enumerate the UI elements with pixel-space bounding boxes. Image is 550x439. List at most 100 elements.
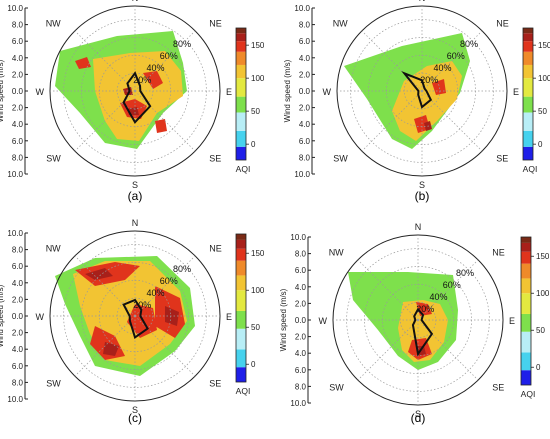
wind-speed-tick-label: 0.0 xyxy=(295,316,307,325)
wind-speed-tick-label: 0.0 xyxy=(12,312,24,321)
wind-speed-axis-title: Wind speed (m/s) xyxy=(0,59,5,122)
colorbar-tick-label: 0 xyxy=(251,140,256,149)
direction-label-n: N xyxy=(132,218,139,228)
direction-label-e: E xyxy=(509,316,515,326)
colorbar-band xyxy=(521,251,531,264)
wind-speed-tick-label: 0.0 xyxy=(299,87,311,96)
colorbar-frame xyxy=(522,27,534,161)
wind-speed-axis-title: Wind speed (m/s) xyxy=(283,59,292,122)
wind-speed-tick-label: 8.0 xyxy=(295,382,307,391)
direction-label-e: E xyxy=(226,312,232,322)
colorbar-band xyxy=(236,41,246,52)
wind-speed-tick-label: 6.0 xyxy=(295,266,307,275)
wind-speed-tick-label: 8.0 xyxy=(12,153,24,162)
wind-speed-tick-label: 4.0 xyxy=(12,54,24,63)
colorbar-tick-label: 150 xyxy=(536,252,550,261)
direction-label-w: W xyxy=(36,87,45,97)
direction-label-sw: SW xyxy=(46,378,61,388)
colorbar-band xyxy=(521,331,531,353)
colorbar-tick-label: 150 xyxy=(251,41,265,50)
colorbar-tick-label: 100 xyxy=(538,74,550,83)
colorbar-tick-label: 100 xyxy=(536,289,550,298)
wind-frequency-rose xyxy=(122,298,149,340)
frequency-ring-label: 40% xyxy=(429,292,447,302)
direction-label-se: SE xyxy=(209,378,221,388)
direction-label-e: E xyxy=(513,87,519,97)
direction-label-s: S xyxy=(415,409,421,419)
direction-label-ne: NE xyxy=(496,19,509,29)
wind-speed-tick-label: 6.0 xyxy=(12,137,24,146)
direction-label-nw: NW xyxy=(333,19,348,29)
wind-frequency-rose xyxy=(401,71,433,109)
wind-speed-tick-label: 6.0 xyxy=(299,37,311,46)
wind-speed-tick-label: 10.0 xyxy=(290,233,306,242)
colorbar-band xyxy=(236,248,246,261)
frequency-ring-label: 60% xyxy=(160,276,178,286)
panel-label: (a) xyxy=(128,189,143,203)
wind-speed-tick-label: 4.0 xyxy=(299,120,311,129)
frequency-ring-label: 80% xyxy=(460,39,478,49)
colorbar-band xyxy=(236,260,246,276)
wind-speed-tick-label: 6.0 xyxy=(299,137,311,146)
colorbar-band xyxy=(236,234,246,240)
colorbar-band xyxy=(523,96,533,113)
frequency-ring-label: 80% xyxy=(173,39,191,49)
wind-speed-tick-label: 8.0 xyxy=(299,21,311,30)
direction-label-nw: NW xyxy=(46,244,61,254)
colorbar-tick-label: 50 xyxy=(251,107,260,116)
wind-speed-tick-label: 2.0 xyxy=(12,329,24,338)
direction-label-nw: NW xyxy=(46,19,61,29)
direction-label-ne: NE xyxy=(209,19,222,29)
direction-label-s: S xyxy=(419,180,425,190)
wind-speed-tick-label: 2.0 xyxy=(295,299,307,308)
wind-speed-tick-label: 6.0 xyxy=(12,362,24,371)
radial-grid-line xyxy=(134,255,196,317)
colorbar-tick-label: 50 xyxy=(538,107,547,116)
aqi-region-very-high xyxy=(165,306,179,326)
colorbar-band xyxy=(523,78,533,97)
wind-speed-tick-label: 4.0 xyxy=(12,120,24,129)
colorbar-band xyxy=(521,263,531,279)
colorbar-band xyxy=(236,310,246,329)
colorbar-tick-label: 0 xyxy=(251,360,256,369)
chart-panel-b: 20% 40% 60% 80% N NE E SE S SW W NW 10.0 8.0 6.0 4.0 2.0… xyxy=(283,0,550,203)
colorbar-band xyxy=(521,278,531,294)
radial-grid-line xyxy=(134,90,196,152)
colorbar-band xyxy=(521,242,531,252)
wind-speed-tick-label: 4.0 xyxy=(299,54,311,63)
wind-speed-axis-title: Wind speed (m/s) xyxy=(279,288,288,351)
wind-speed-tick-label: 6.0 xyxy=(12,37,24,46)
frequency-ring-label: 20% xyxy=(416,304,434,314)
colorbar-tick-label: 150 xyxy=(538,41,550,50)
colorbar-tick-label: 0 xyxy=(538,140,543,149)
wind-speed-tick-label: 2.0 xyxy=(299,104,311,113)
colorbar-frame xyxy=(235,233,247,383)
colorbar-band xyxy=(236,367,246,382)
aqi-region-moderate xyxy=(93,51,183,141)
colorbar-tick-label: 150 xyxy=(251,249,265,258)
colorbar-band xyxy=(523,130,533,147)
colorbar-band xyxy=(236,239,246,249)
chart-panel-c: 20% 40% 60% 80% N NE E SE S SW W NW 10.0 8.0 6.0 4.0 2.0… xyxy=(0,218,265,425)
colorbar-band xyxy=(236,96,246,113)
frequency-ring-label: 20% xyxy=(133,75,151,85)
colorbar-band xyxy=(236,78,246,97)
radial-grid-line xyxy=(421,30,483,92)
colorbar-frame xyxy=(520,236,532,386)
panel-label: (c) xyxy=(128,411,142,425)
wind-speed-tick-label: 4.0 xyxy=(295,283,307,292)
direction-label-w: W xyxy=(36,312,45,322)
wind-speed-tick-label: 10.0 xyxy=(7,229,23,238)
frequency-ring-label: 60% xyxy=(447,51,465,61)
direction-label-se: SE xyxy=(496,153,508,163)
frequency-ring-label: 20% xyxy=(133,300,151,310)
colorbar-title: AQI xyxy=(236,164,251,174)
direction-label-sw: SW xyxy=(329,382,344,392)
wind-speed-tick-label: 10.0 xyxy=(294,170,310,179)
radial-grid-line xyxy=(361,30,423,92)
colorbar-title: AQI xyxy=(521,389,536,399)
colorbar-tick-label: 50 xyxy=(251,323,260,332)
direction-label-s: S xyxy=(132,180,138,190)
colorbar-band xyxy=(236,328,246,350)
